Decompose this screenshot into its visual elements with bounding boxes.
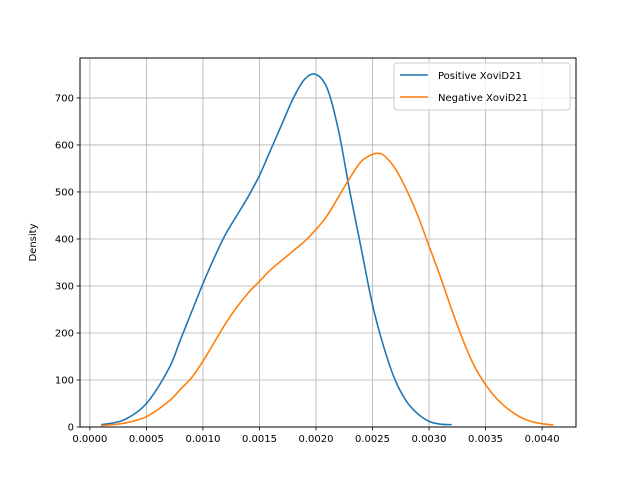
- y-tick-label: 300: [55, 281, 74, 292]
- y-tick-label: 100: [55, 375, 74, 386]
- y-tick-label: 400: [55, 234, 74, 245]
- legend-label-positive: Positive XoviD21: [438, 71, 522, 82]
- x-tick-label: 0.0020: [298, 434, 333, 445]
- y-ticks: 0 100 200 300 400 500 600 700: [55, 93, 80, 434]
- x-tick-label: 0.0030: [412, 434, 447, 445]
- x-tick-label: 0.0040: [525, 434, 560, 445]
- legend-box: [393, 62, 571, 111]
- x-tick-label: 0.0000: [72, 434, 107, 445]
- legend: Positive XoviD21 Negative XoviD21: [393, 62, 571, 111]
- legend-label-negative: Negative XoviD21: [438, 93, 528, 104]
- x-tick-label: 0.0010: [185, 434, 220, 445]
- axes-frame: [79, 57, 577, 428]
- y-axis-label: Density: [28, 223, 39, 261]
- series-line-positive: [101, 73, 452, 426]
- x-tick-label: 0.0005: [129, 434, 164, 445]
- y-tick-label: 600: [55, 140, 74, 151]
- y-tick-label: 500: [55, 187, 74, 198]
- y-tick-label: 0: [68, 423, 74, 434]
- y-tick-label: 700: [55, 93, 74, 104]
- series-line-negative: [101, 152, 554, 427]
- x-tick-label: 0.0015: [242, 434, 277, 445]
- x-ticks: 0.0000 0.0005 0.0010 0.0015 0.0020 0.0025 0.00…: [72, 427, 560, 445]
- y-tick-label: 200: [55, 328, 74, 339]
- x-tick-label: 0.0035: [468, 434, 503, 445]
- x-tick-label: 0.0025: [355, 434, 390, 445]
- series-layer: [101, 73, 554, 427]
